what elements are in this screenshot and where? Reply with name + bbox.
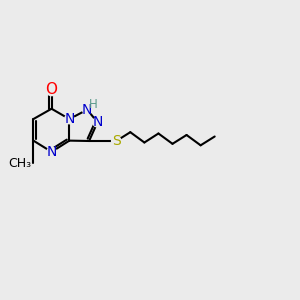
Text: O: O <box>46 82 58 98</box>
Text: N: N <box>82 103 92 117</box>
Text: H: H <box>88 98 97 112</box>
Text: S: S <box>112 134 121 148</box>
Text: N: N <box>92 115 103 129</box>
Text: N: N <box>64 112 75 126</box>
Circle shape <box>46 84 57 96</box>
Text: CH₃: CH₃ <box>8 157 32 169</box>
Circle shape <box>82 105 92 114</box>
Circle shape <box>112 136 121 146</box>
Text: N: N <box>46 145 57 159</box>
Circle shape <box>93 118 102 127</box>
Circle shape <box>65 114 74 124</box>
Circle shape <box>47 147 56 157</box>
